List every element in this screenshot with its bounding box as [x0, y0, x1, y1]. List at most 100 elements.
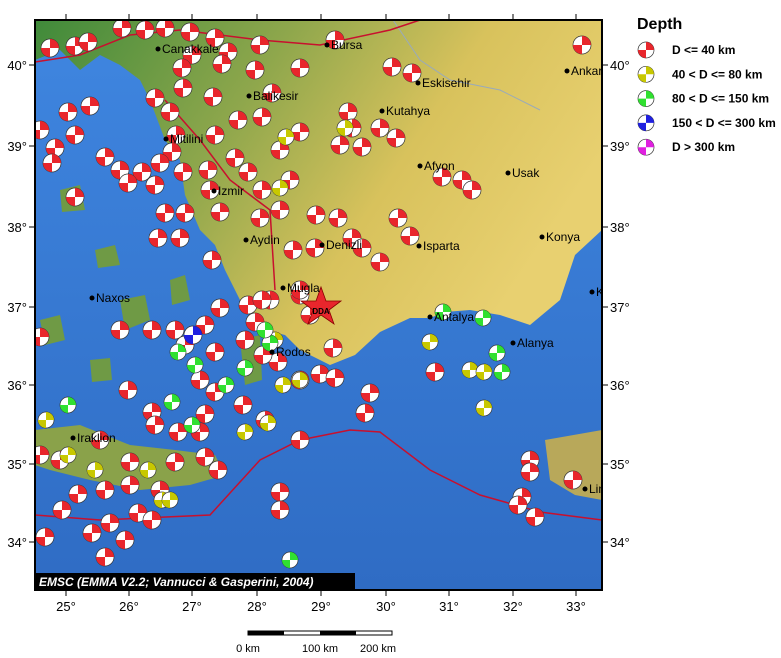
lat-label: 39°: [610, 139, 630, 154]
lat-label: 40°: [7, 58, 27, 73]
ball-quad: [401, 227, 419, 245]
ball-quad: [229, 111, 247, 129]
lat-label: 35°: [7, 457, 27, 472]
beachball: [252, 107, 272, 127]
ball-quad: [161, 103, 179, 121]
ball-quad: [453, 171, 471, 189]
beachball: [225, 148, 245, 168]
ball-quad: [196, 405, 214, 423]
city-label: Denizli: [326, 238, 362, 252]
ball-quad: [387, 129, 405, 147]
beachball: [200, 180, 220, 200]
beachball: [493, 363, 511, 381]
beachball: [205, 125, 225, 145]
beachball: [142, 320, 162, 340]
ball-quad: [60, 397, 76, 413]
ball-quad: [35, 446, 49, 464]
beachball: [325, 30, 345, 50]
beachball: [37, 411, 55, 429]
lat-label: 37°: [7, 300, 27, 315]
ball-quad: [140, 462, 156, 478]
city-dot: [155, 46, 161, 52]
ball-quad: [59, 103, 77, 121]
ball-quad: [119, 381, 137, 399]
legend-label: 150 < D <= 300 km: [672, 116, 776, 130]
beachball: [305, 238, 325, 258]
ball-quad: [203, 251, 221, 269]
ball-quad: [403, 64, 421, 82]
beachball: [35, 527, 55, 547]
lat-label: 34°: [610, 535, 630, 550]
beachball: [252, 290, 272, 310]
ball-quad: [251, 209, 269, 227]
beachball: [637, 41, 655, 59]
ball-quad: [339, 103, 357, 121]
ball-quad: [257, 322, 273, 338]
beachball: [58, 102, 78, 122]
ball-quad: [101, 514, 119, 532]
beachball: [400, 226, 420, 246]
beachball: [370, 118, 390, 138]
beachball: [40, 38, 60, 58]
ball-quad: [638, 139, 654, 156]
city-label: Kyrenia: [596, 285, 637, 299]
legend-title: Depth: [637, 16, 682, 33]
beachball: [323, 338, 343, 358]
city-label: Rodos: [276, 345, 311, 359]
beachball: [175, 203, 195, 223]
ball-quad: [156, 20, 174, 37]
ball-quad: [166, 321, 184, 339]
beachball: [274, 376, 292, 394]
beachball: [166, 125, 186, 145]
beachball: [132, 162, 152, 182]
beachball: [120, 475, 140, 495]
beachball: [421, 333, 439, 351]
beachball: [474, 309, 492, 327]
beachball: [520, 462, 540, 482]
beachball: [186, 356, 204, 374]
ball-quad: [69, 485, 87, 503]
beachball: [291, 371, 309, 389]
city-dot: [505, 170, 511, 176]
ball-quad: [389, 209, 407, 227]
ball-quad: [204, 88, 222, 106]
beachball: [525, 507, 545, 527]
lat-label: 38°: [610, 220, 630, 235]
beachball: [306, 205, 326, 225]
ball-quad: [272, 180, 288, 196]
ball-quad: [199, 161, 217, 179]
city-dot: [89, 295, 95, 301]
ball-quad: [184, 326, 202, 344]
beachball: [173, 162, 193, 182]
beachball: [338, 102, 358, 122]
lat-label: 37°: [610, 300, 630, 315]
ball-quad: [278, 129, 294, 145]
ball-quad: [146, 89, 164, 107]
ball-quad: [181, 23, 199, 41]
ball-quad: [306, 239, 324, 257]
marker-label: DDA: [312, 307, 330, 316]
ball-quad: [226, 149, 244, 167]
beachball: [637, 138, 655, 156]
beachball: [135, 20, 155, 40]
epicenter-star: [299, 285, 343, 326]
ball-quad: [251, 36, 269, 54]
beachball: [475, 363, 493, 381]
beachball: [637, 114, 655, 132]
ball-quad: [111, 161, 129, 179]
ball-quad: [121, 453, 139, 471]
ball-quad: [174, 79, 192, 97]
ball-quad: [331, 136, 349, 154]
city-label: Iraklion: [77, 431, 116, 445]
ball-quad: [46, 139, 64, 157]
ball-quad: [383, 58, 401, 76]
lon-label: 28°: [247, 599, 267, 614]
ball-quad: [239, 163, 257, 181]
beachball: [180, 22, 200, 42]
city-label: Canakkale: [162, 42, 219, 56]
beachball: [170, 228, 190, 248]
scale-label: 0 km: [236, 643, 260, 653]
ball-quad: [291, 59, 309, 77]
beachball: [148, 228, 168, 248]
ball-quad: [166, 453, 184, 471]
